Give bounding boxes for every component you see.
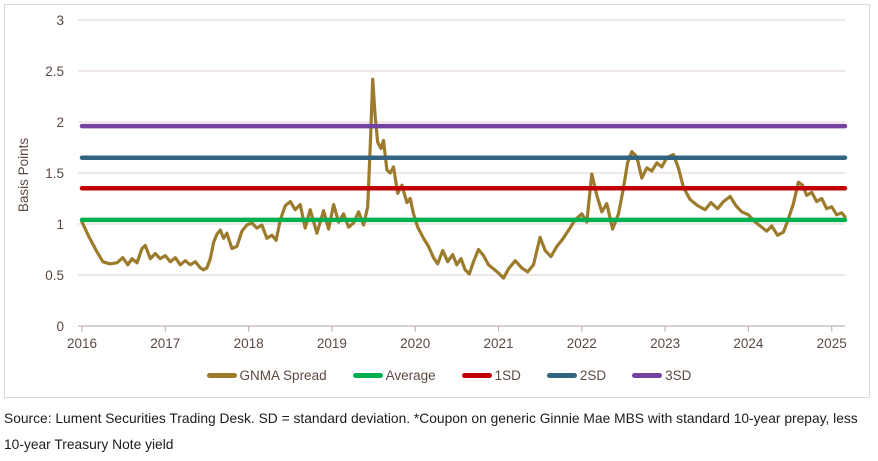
legend-item-gnma-spread: GNMA Spread xyxy=(206,368,327,383)
legend-label-3sd: 3SD xyxy=(665,368,692,383)
x-tick-label: 2021 xyxy=(483,336,513,351)
legend-swatch-3sd xyxy=(632,373,663,378)
legend-item-average: Average xyxy=(352,368,436,383)
gnma-spread-line xyxy=(80,77,847,280)
x-tick-label: 2018 xyxy=(234,336,264,351)
y-tick-label: 3 xyxy=(56,13,64,28)
x-tick-label: 2023 xyxy=(650,336,680,351)
chart-figure: 0 0.5 1 1.5 2 2.5 3 2016 2017 2018 2019 2020 2021 202… xyxy=(4,4,870,398)
legend-swatch-average xyxy=(352,373,383,378)
y-tick-label: 2 xyxy=(56,115,64,130)
source-note: Source: Lument Securities Trading Desk. … xyxy=(4,411,858,452)
y-axis-title: Basis Points xyxy=(16,138,31,213)
y-tick-label: 1.5 xyxy=(45,166,64,181)
legend-item-3sd: 3SD xyxy=(632,368,691,383)
legend-item-2sd: 2SD xyxy=(546,368,607,383)
legend-swatch-1sd xyxy=(461,373,492,378)
chart-legend: GNMA Spread Average 1SD 2SD 3SD xyxy=(60,368,838,383)
legend-label-average: Average xyxy=(385,368,436,383)
y-tick-label: 0 xyxy=(56,319,64,334)
x-tick-label: 2017 xyxy=(150,336,180,351)
legend-item-1sd: 1SD xyxy=(461,368,521,383)
x-tick-label: 2019 xyxy=(317,336,347,351)
legend-label-gnma-spread: GNMA Spread xyxy=(239,368,327,383)
x-tick-label: 2020 xyxy=(400,336,430,351)
x-tick-label: 2024 xyxy=(733,336,764,351)
legend-label-1sd: 1SD xyxy=(494,368,521,383)
y-tick-label: 1 xyxy=(56,217,64,232)
x-tick-label: 2022 xyxy=(567,336,597,351)
x-tick-label: 2016 xyxy=(67,336,97,351)
chart-canvas: 0 0.5 1 1.5 2 2.5 3 2016 2017 2018 2019 2020 2021 202… xyxy=(4,4,870,398)
chart-frame-border xyxy=(4,4,870,398)
legend-swatch-gnma-spread xyxy=(206,373,237,378)
y-tick-label: 0.5 xyxy=(45,268,64,283)
y-tick-label: 2.5 xyxy=(45,64,64,79)
legend-label-2sd: 2SD xyxy=(579,368,607,383)
x-tick-label: 2025 xyxy=(817,336,847,351)
legend-swatch-2sd xyxy=(546,373,577,378)
